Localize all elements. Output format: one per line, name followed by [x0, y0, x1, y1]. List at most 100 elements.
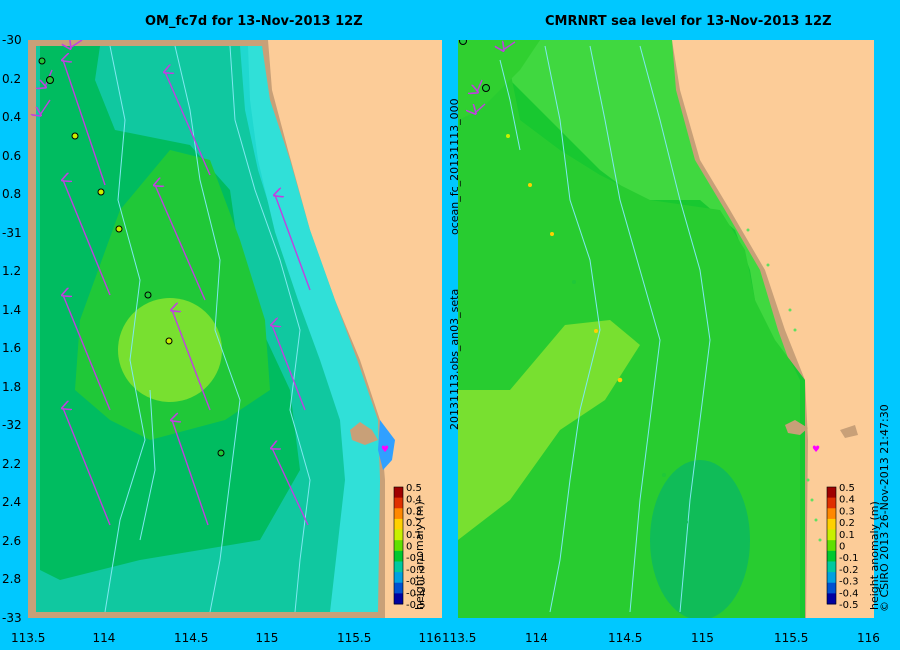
y-tick-label: 0.6 [2, 148, 22, 163]
colorbar-segment [827, 508, 836, 520]
colorbar-segment [394, 561, 403, 573]
x-tick-label: 115.5 [337, 631, 372, 645]
colorbar-tick-label: 0.5 [839, 483, 855, 494]
current-arrow [172, 420, 209, 526]
obs-marker [617, 377, 623, 383]
colorbar-segment [394, 593, 403, 605]
current-arrow [503, 42, 516, 50]
obs-marker [528, 183, 532, 187]
current-arrow [477, 79, 483, 92]
contour-low-right [650, 460, 750, 618]
colorbar-tick-label: 0.4 [839, 495, 855, 506]
obs-marker [38, 57, 46, 65]
colorbar-tick-label: -0.1 [406, 553, 426, 564]
current-arrow [70, 40, 83, 48]
colorbar-left: 0.50.40.30.20.10-0.1-0.2-0.3-0.4-0.5 [393, 483, 426, 611]
y-tick-label: -30 [2, 33, 22, 47]
coast-detail-right: ♥ [746, 228, 858, 542]
colorbar-segment [394, 550, 403, 562]
colorbar-segment [394, 529, 403, 541]
colorbar-segment [827, 593, 836, 605]
colorbar-tick-label: 0.5 [406, 483, 422, 494]
x-tick-label: 115.5 [774, 631, 809, 645]
current-arrow [155, 185, 206, 301]
y-tick-label: 2.4 [2, 495, 22, 509]
obs-marker [217, 449, 225, 457]
y-tick-label: 0.2 [2, 71, 22, 86]
y-tick-label: 0.4 [2, 110, 22, 124]
contour-top-right [458, 40, 540, 120]
bathymetry-right [499, 45, 711, 613]
obs-marker [550, 232, 554, 236]
x-tick-label: 113.5 [11, 631, 46, 645]
x-tick-label: 114.5 [174, 631, 209, 645]
forecast-file-label: ocean_fc_20131113_000 [448, 98, 461, 235]
current-arrow [63, 408, 111, 526]
credit-text: © CSIRO 2013 26-Nov-2013 21:47:30 [878, 404, 891, 612]
y-tick-label: 2.2 [2, 456, 22, 471]
colorbar-tick-label: -0.4 [406, 588, 426, 599]
obs-marker [572, 280, 576, 284]
current-arrow [40, 99, 51, 115]
obs-marker [506, 134, 510, 138]
y-tick-label: 1.4 [2, 302, 22, 317]
y-tick-label: -32 [2, 418, 22, 432]
y-tick-label: 1.2 [2, 264, 22, 278]
obs-markers-left [38, 57, 225, 457]
colorbar-segment [394, 508, 403, 520]
colorbar-tick-label: 0.2 [839, 518, 855, 529]
contour-highlight-right [458, 320, 640, 540]
y-tick-label: 2.6 [2, 533, 22, 548]
colorbar-segment [827, 572, 836, 584]
colorbar-tick-label: -0.2 [406, 565, 426, 576]
colorbar-segment [394, 518, 403, 531]
x-tick-label: 116 [418, 631, 442, 645]
colorbar-frame [393, 486, 404, 605]
colorbar-tick-label: -0.5 [839, 600, 859, 611]
x-tick-label: 115 [691, 631, 714, 645]
colorbar-segment [827, 529, 836, 541]
left-panel-title: OM_fc7d for 13-Nov-2013 12Z [145, 14, 363, 29]
colorbar-tick-label: 0.4 [406, 495, 422, 506]
current-arrow [63, 60, 106, 186]
colorbar-segment [827, 540, 836, 552]
colorbar-segment [394, 572, 403, 584]
coast-detail-left: ♥ [350, 420, 395, 470]
obs-marker [46, 76, 54, 84]
obs-marker [165, 337, 173, 345]
colorbar-tick-label: 0.2 [406, 518, 422, 529]
svg-text:♥: ♥ [812, 445, 820, 455]
x-tick-label: 114 [92, 631, 116, 645]
obs-marker [97, 188, 105, 196]
obs-marker [594, 329, 598, 333]
current-vectors-left [40, 40, 311, 526]
colorbar-segment [827, 550, 836, 562]
colorbar-tick-label: 0 [406, 542, 412, 553]
contour-highlight [118, 298, 222, 402]
current-arrow [63, 180, 111, 296]
colorbar-segment [827, 582, 836, 594]
y-tick-label: -33 [2, 610, 22, 625]
y-tick-label: -31 [2, 225, 22, 240]
current-arrow [172, 310, 211, 411]
right-map [458, 40, 874, 618]
colorbar-tick-label: -0.2 [839, 565, 859, 576]
current-arrow [475, 103, 486, 113]
colorbar-segment [827, 487, 836, 499]
x-tick-label: 115 [255, 631, 279, 645]
current-arrow [165, 72, 211, 176]
colorbar-frame [826, 486, 837, 605]
contour-coastal [248, 46, 380, 612]
bathymetry-left [104, 45, 311, 613]
x-tick-label: 116 [857, 631, 880, 645]
svg-text:♥: ♥ [381, 445, 389, 455]
colorbar-tick-label: 0.3 [839, 506, 855, 517]
colorbar-tick-label: -0.4 [839, 588, 859, 599]
obs-marker [115, 225, 123, 233]
obs-marker [459, 40, 467, 45]
colorbar-segment [827, 518, 836, 531]
obs-file-label: 20131113.obs_an03_seta [448, 288, 461, 430]
colorbar-tick-label: -0.5 [406, 600, 426, 611]
y-tick-label: 2.8 [2, 572, 22, 586]
